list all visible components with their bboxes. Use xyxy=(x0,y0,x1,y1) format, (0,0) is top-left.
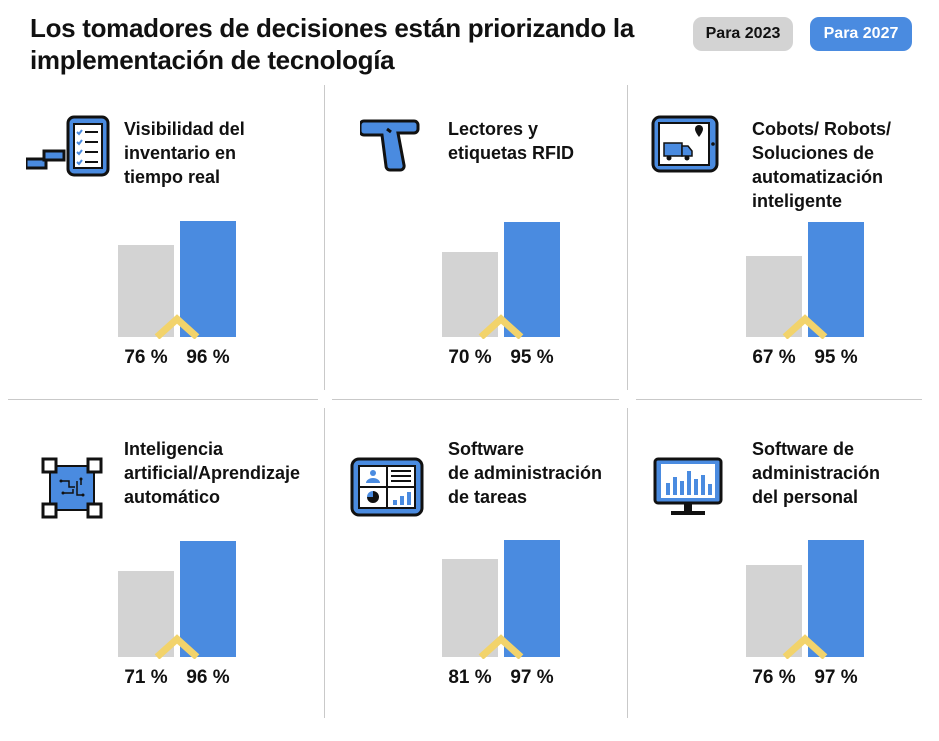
chart-panel: Cobots/ Robots/Soluciones de automatizaci… xyxy=(636,85,936,405)
monitor-chart-icon xyxy=(653,457,725,522)
divider-vertical xyxy=(324,408,325,718)
legend-2027: Para 2027 xyxy=(810,17,912,51)
panel-title-line: Software xyxy=(448,439,525,459)
ai-chip-icon xyxy=(41,457,103,524)
chart-panel: Software de administración de tareas 81 % 97… xyxy=(332,405,632,725)
bar-2027 xyxy=(180,541,236,657)
panel-title-line: Cobots/ Robots/ xyxy=(752,119,891,139)
divider-horizontal xyxy=(636,399,922,400)
divider-vertical xyxy=(627,408,628,718)
value-label-2027: 95 % xyxy=(814,347,858,368)
chart-panel: Software de administración del personal 76 … xyxy=(636,405,936,725)
delivery-tablet-icon xyxy=(651,115,721,178)
panel-title: Software de administración de tareas xyxy=(448,437,602,509)
value-label-2027: 95 % xyxy=(510,347,554,368)
bar-2027 xyxy=(504,540,560,657)
panel-title-line: Soluciones de xyxy=(752,143,875,163)
divider-vertical xyxy=(324,85,325,390)
task-dashboard-icon xyxy=(350,457,426,524)
panel-title-line: del personal xyxy=(752,487,859,507)
legend-2023: Para 2023 xyxy=(693,17,793,51)
bar-2027 xyxy=(808,222,864,337)
bar-2027 xyxy=(504,222,560,337)
value-label-2027: 96 % xyxy=(186,667,230,688)
divider-horizontal xyxy=(332,399,619,400)
bar-2023 xyxy=(442,559,498,657)
panel-title: Cobots/ Robots/Soluciones de automatizaci… xyxy=(752,117,891,213)
chevron-accent-icon xyxy=(782,634,828,659)
chevron-accent-icon xyxy=(154,314,200,339)
panel-title-line: artificial/Aprendizaje xyxy=(124,463,301,483)
bar-2023 xyxy=(746,256,802,337)
chevron-accent-icon xyxy=(478,634,524,659)
chart-panel: Lectores y etiquetas RFID 70 % 95 % xyxy=(332,85,632,405)
panel-title-line: automático xyxy=(124,487,221,507)
panel-title: Inteligencia artificial/Aprendizaje automá… xyxy=(124,437,300,509)
chart-panel: Visibilidad del inventario en tiempo real 7… xyxy=(8,85,308,405)
panel-title-line: Lectores y xyxy=(448,119,539,139)
value-label-2023: 76 % xyxy=(752,667,796,688)
panel-title-line: de tareas xyxy=(448,487,528,507)
panel-title-line: Visibilidad del xyxy=(124,119,245,139)
panel-title: Lectores y etiquetas RFID xyxy=(448,117,574,165)
value-label-2027: 97 % xyxy=(510,667,554,688)
panel-title-line: inteligente xyxy=(752,191,843,211)
panel-title: Software de administración del personal xyxy=(752,437,880,509)
chevron-accent-icon xyxy=(782,314,828,339)
panel-title-line: etiquetas RFID xyxy=(448,143,575,163)
divider-vertical xyxy=(627,85,628,390)
rfid-scanner-icon xyxy=(358,115,420,180)
chart-panel: Inteligencia artificial/Aprendizaje automá… xyxy=(8,405,308,725)
panel-title-line: inventario en xyxy=(124,143,237,163)
panel-title-line: de administración xyxy=(448,463,603,483)
value-label-2023: 76 % xyxy=(124,347,168,368)
divider-horizontal xyxy=(8,399,318,400)
inventory-clipboard-icon xyxy=(24,115,116,184)
panel-title-line: administración xyxy=(752,463,881,483)
chevron-accent-icon xyxy=(154,634,200,659)
panel-title-line: Software de xyxy=(752,439,855,459)
value-label-2023: 71 % xyxy=(124,667,168,688)
bar-2023 xyxy=(746,565,802,657)
bar-2027 xyxy=(180,221,236,337)
panel-title: Visibilidad del inventario en tiempo real xyxy=(124,117,245,189)
panel-title-line: tiempo real xyxy=(124,167,221,187)
value-label-2027: 96 % xyxy=(186,347,230,368)
bar-2023 xyxy=(442,252,498,337)
value-label-2027: 97 % xyxy=(814,667,858,688)
bar-2023 xyxy=(118,571,174,657)
value-label-2023: 70 % xyxy=(448,347,492,368)
value-label-2023: 67 % xyxy=(752,347,796,368)
panel-title-line: Inteligencia xyxy=(124,439,224,459)
panel-title-line: automatización xyxy=(752,167,884,187)
chevron-accent-icon xyxy=(478,314,524,339)
bar-2023 xyxy=(118,245,174,337)
value-label-2023: 81 % xyxy=(448,667,492,688)
bar-2027 xyxy=(808,540,864,657)
page-title: Los tomadores de decisiones están priori… xyxy=(30,13,634,75)
